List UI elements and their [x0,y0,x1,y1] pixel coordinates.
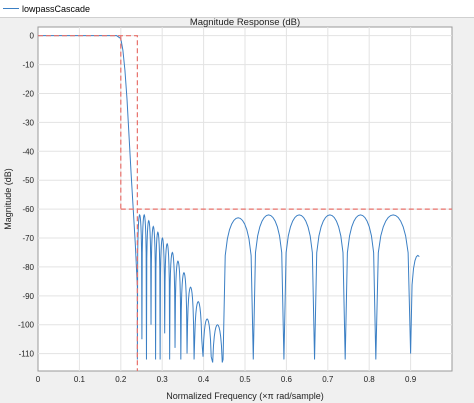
x-tick-label: 0.4 [198,375,210,384]
y-tick-label: 0 [30,32,35,41]
legend-label: lowpassCascade [22,3,91,14]
chart-title: Magnitude Response (dB) [190,17,300,28]
x-tick-label: 0.2 [115,375,127,384]
y-tick-label: -50 [22,176,34,185]
legend-bar: lowpassCascade [0,0,474,18]
y-tick-label: -70 [22,234,34,243]
series-line-lowpasscascade [38,35,420,363]
data-series [38,35,452,371]
x-tick-label: 0.7 [322,375,334,384]
y-tick-label: -40 [22,147,34,156]
y-tick-label: -80 [22,263,34,272]
y-tick-label: -60 [22,205,34,214]
y-tick-label: -90 [22,292,34,301]
tick-labels: 0 0.1 0.2 0.3 0.4 0.5 0.6 0.7 0.8 0.9 0 -10 -20 -30 -4… [18,32,417,384]
magnitude-response-chart: 0 0.1 0.2 0.3 0.4 0.5 0.6 0.7 0.8 0.9 0 -10 -20 -30 -4… [3,17,453,401]
x-tick-label: 0.1 [74,375,86,384]
y-tick-label: -110 [19,350,35,359]
y-tick-label: -100 [18,321,35,330]
y-tick-label: -10 [22,61,34,70]
x-tick-label: 0.9 [405,375,417,384]
y-axis-label: Magnitude (dB) [3,168,13,230]
x-tick-label: 0.5 [239,375,251,384]
y-tick-label: -30 [22,118,34,127]
legend-line-swatch [3,8,19,9]
x-tick-label: 0.3 [157,375,169,384]
x-tick-label: 0.8 [364,375,376,384]
x-tick-label: 0 [36,375,41,384]
x-tick-label: 0.6 [281,375,293,384]
x-axis-label: Normalized Frequency (×π rad/sample) [166,391,324,401]
y-tick-label: -20 [22,89,34,98]
mask-line-passband [38,35,138,371]
legend-item-lowpasscascade[interactable]: lowpassCascade [3,1,90,16]
